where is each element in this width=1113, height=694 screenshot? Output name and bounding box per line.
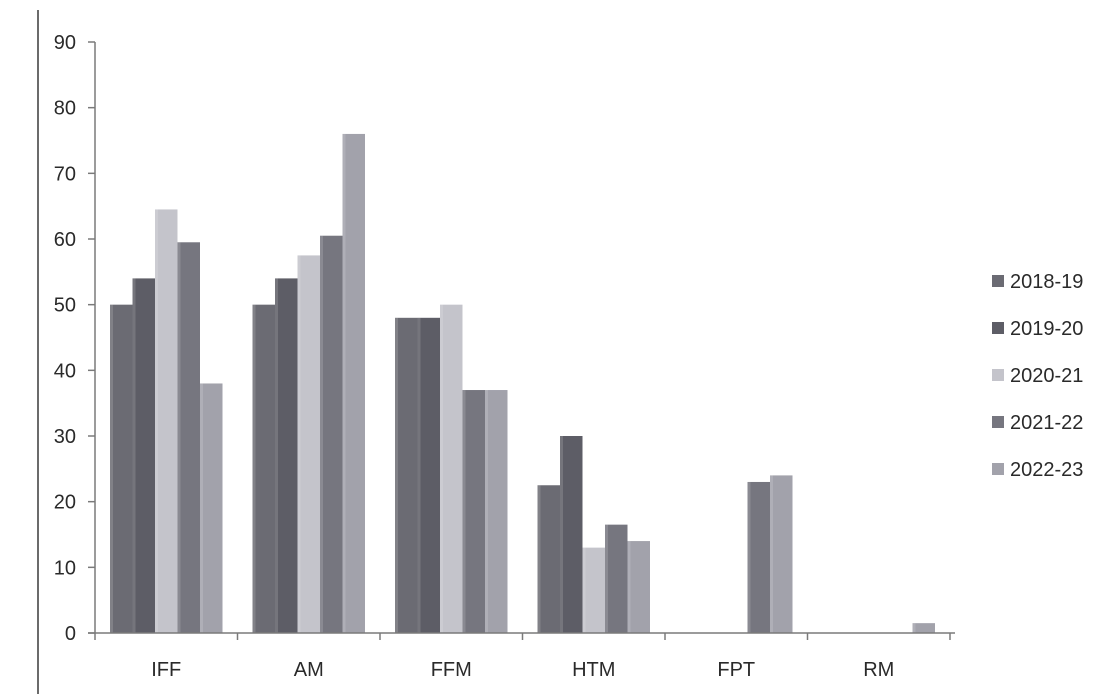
bar-highlight — [395, 317, 398, 633]
bar-highlight — [297, 255, 301, 633]
legend-swatch — [992, 463, 1004, 475]
bar-ffm-2021-22 — [462, 390, 485, 633]
bar-highlight — [560, 436, 563, 633]
legend-swatch — [992, 275, 1004, 287]
bar-am-2021-22 — [320, 235, 343, 633]
legend-swatch — [992, 322, 1004, 334]
bar-am-2018-19 — [252, 304, 275, 633]
x-category-label: HTM — [572, 659, 615, 681]
bar-highlight — [417, 317, 421, 633]
bar-highlight — [132, 278, 136, 633]
bar-highlight — [110, 304, 113, 633]
bar-iff-2018-19 — [110, 304, 133, 633]
bar-highlight — [605, 524, 608, 633]
bar-iff-2021-22 — [177, 242, 200, 634]
bar-htm-2021-22 — [605, 524, 628, 633]
bar-fpt-2022-23 — [770, 475, 793, 633]
x-category-label: RM — [863, 659, 894, 681]
bar-am-2022-23 — [342, 133, 365, 633]
bar-highlight — [747, 481, 751, 633]
bar-highlight — [537, 485, 541, 633]
y-tick-label: 30 — [54, 426, 76, 448]
y-tick-label: 20 — [54, 492, 76, 514]
x-category-label: FFM — [431, 659, 472, 681]
y-tick-label: 0 — [65, 623, 76, 645]
y-tick-label: 90 — [54, 32, 76, 54]
bar-rm-2022-23 — [912, 623, 935, 633]
bar-iff-2022-23 — [200, 383, 223, 633]
bar-ffm-2018-19 — [395, 317, 418, 633]
bar-highlight — [252, 304, 256, 633]
bar-am-2020-21 — [297, 255, 320, 633]
bar-fpt-2021-22 — [747, 481, 770, 633]
bar-ffm-2020-21 — [440, 304, 463, 633]
y-tick-label: 80 — [54, 98, 76, 120]
x-category-label: IFF — [151, 659, 181, 681]
bar-highlight — [462, 390, 466, 633]
bar-am-2019-20 — [275, 278, 298, 633]
bar-htm-2020-21 — [582, 547, 605, 633]
bar-highlight — [912, 623, 916, 633]
y-tick-label: 40 — [54, 360, 76, 382]
legend: 2018-19 2019-20 2020-21 2021-22 2022-23 — [992, 271, 1083, 481]
bar-htm-2018-19 — [537, 485, 560, 633]
legend-label: 2020-21 — [1010, 365, 1083, 387]
bar-highlight — [770, 475, 773, 633]
y-tick-label: 70 — [54, 163, 76, 185]
x-axis-ticks: IFF AM FFM HTM FPT RM — [94, 633, 951, 681]
bar-highlight — [342, 133, 346, 633]
x-category-label: FPT — [717, 659, 755, 681]
bar-highlight — [485, 390, 488, 633]
bar-htm-2022-23 — [627, 541, 650, 633]
bar-highlight — [440, 304, 443, 633]
bar-highlight — [582, 547, 586, 633]
legend-label: 2018-19 — [1010, 271, 1083, 293]
bar-highlight — [200, 383, 203, 633]
legend-label: 2021-22 — [1010, 412, 1083, 434]
legend-label: 2022-23 — [1010, 459, 1083, 481]
bar-highlight — [320, 235, 323, 633]
y-tick-label: 60 — [54, 229, 76, 251]
bar-htm-2019-20 — [560, 436, 583, 633]
legend-swatch — [992, 369, 1004, 381]
bar-highlight — [155, 209, 158, 633]
bars-group — [110, 133, 935, 634]
y-tick-label: 10 — [54, 557, 76, 579]
y-axis-ticks: 0 10 20 30 40 50 60 70 80 90 — [54, 32, 95, 645]
legend-label: 2019-20 — [1010, 318, 1083, 340]
bar-highlight — [627, 541, 631, 633]
y-tick-label: 50 — [54, 295, 76, 317]
bar-ffm-2022-23 — [485, 390, 508, 633]
bar-ffm-2019-20 — [417, 317, 440, 633]
legend-swatch — [992, 416, 1004, 428]
x-category-label: AM — [294, 659, 324, 681]
bar-highlight — [177, 242, 181, 634]
bar-iff-2020-21 — [155, 209, 178, 633]
bar-iff-2019-20 — [132, 278, 155, 633]
bar-highlight — [275, 278, 278, 633]
